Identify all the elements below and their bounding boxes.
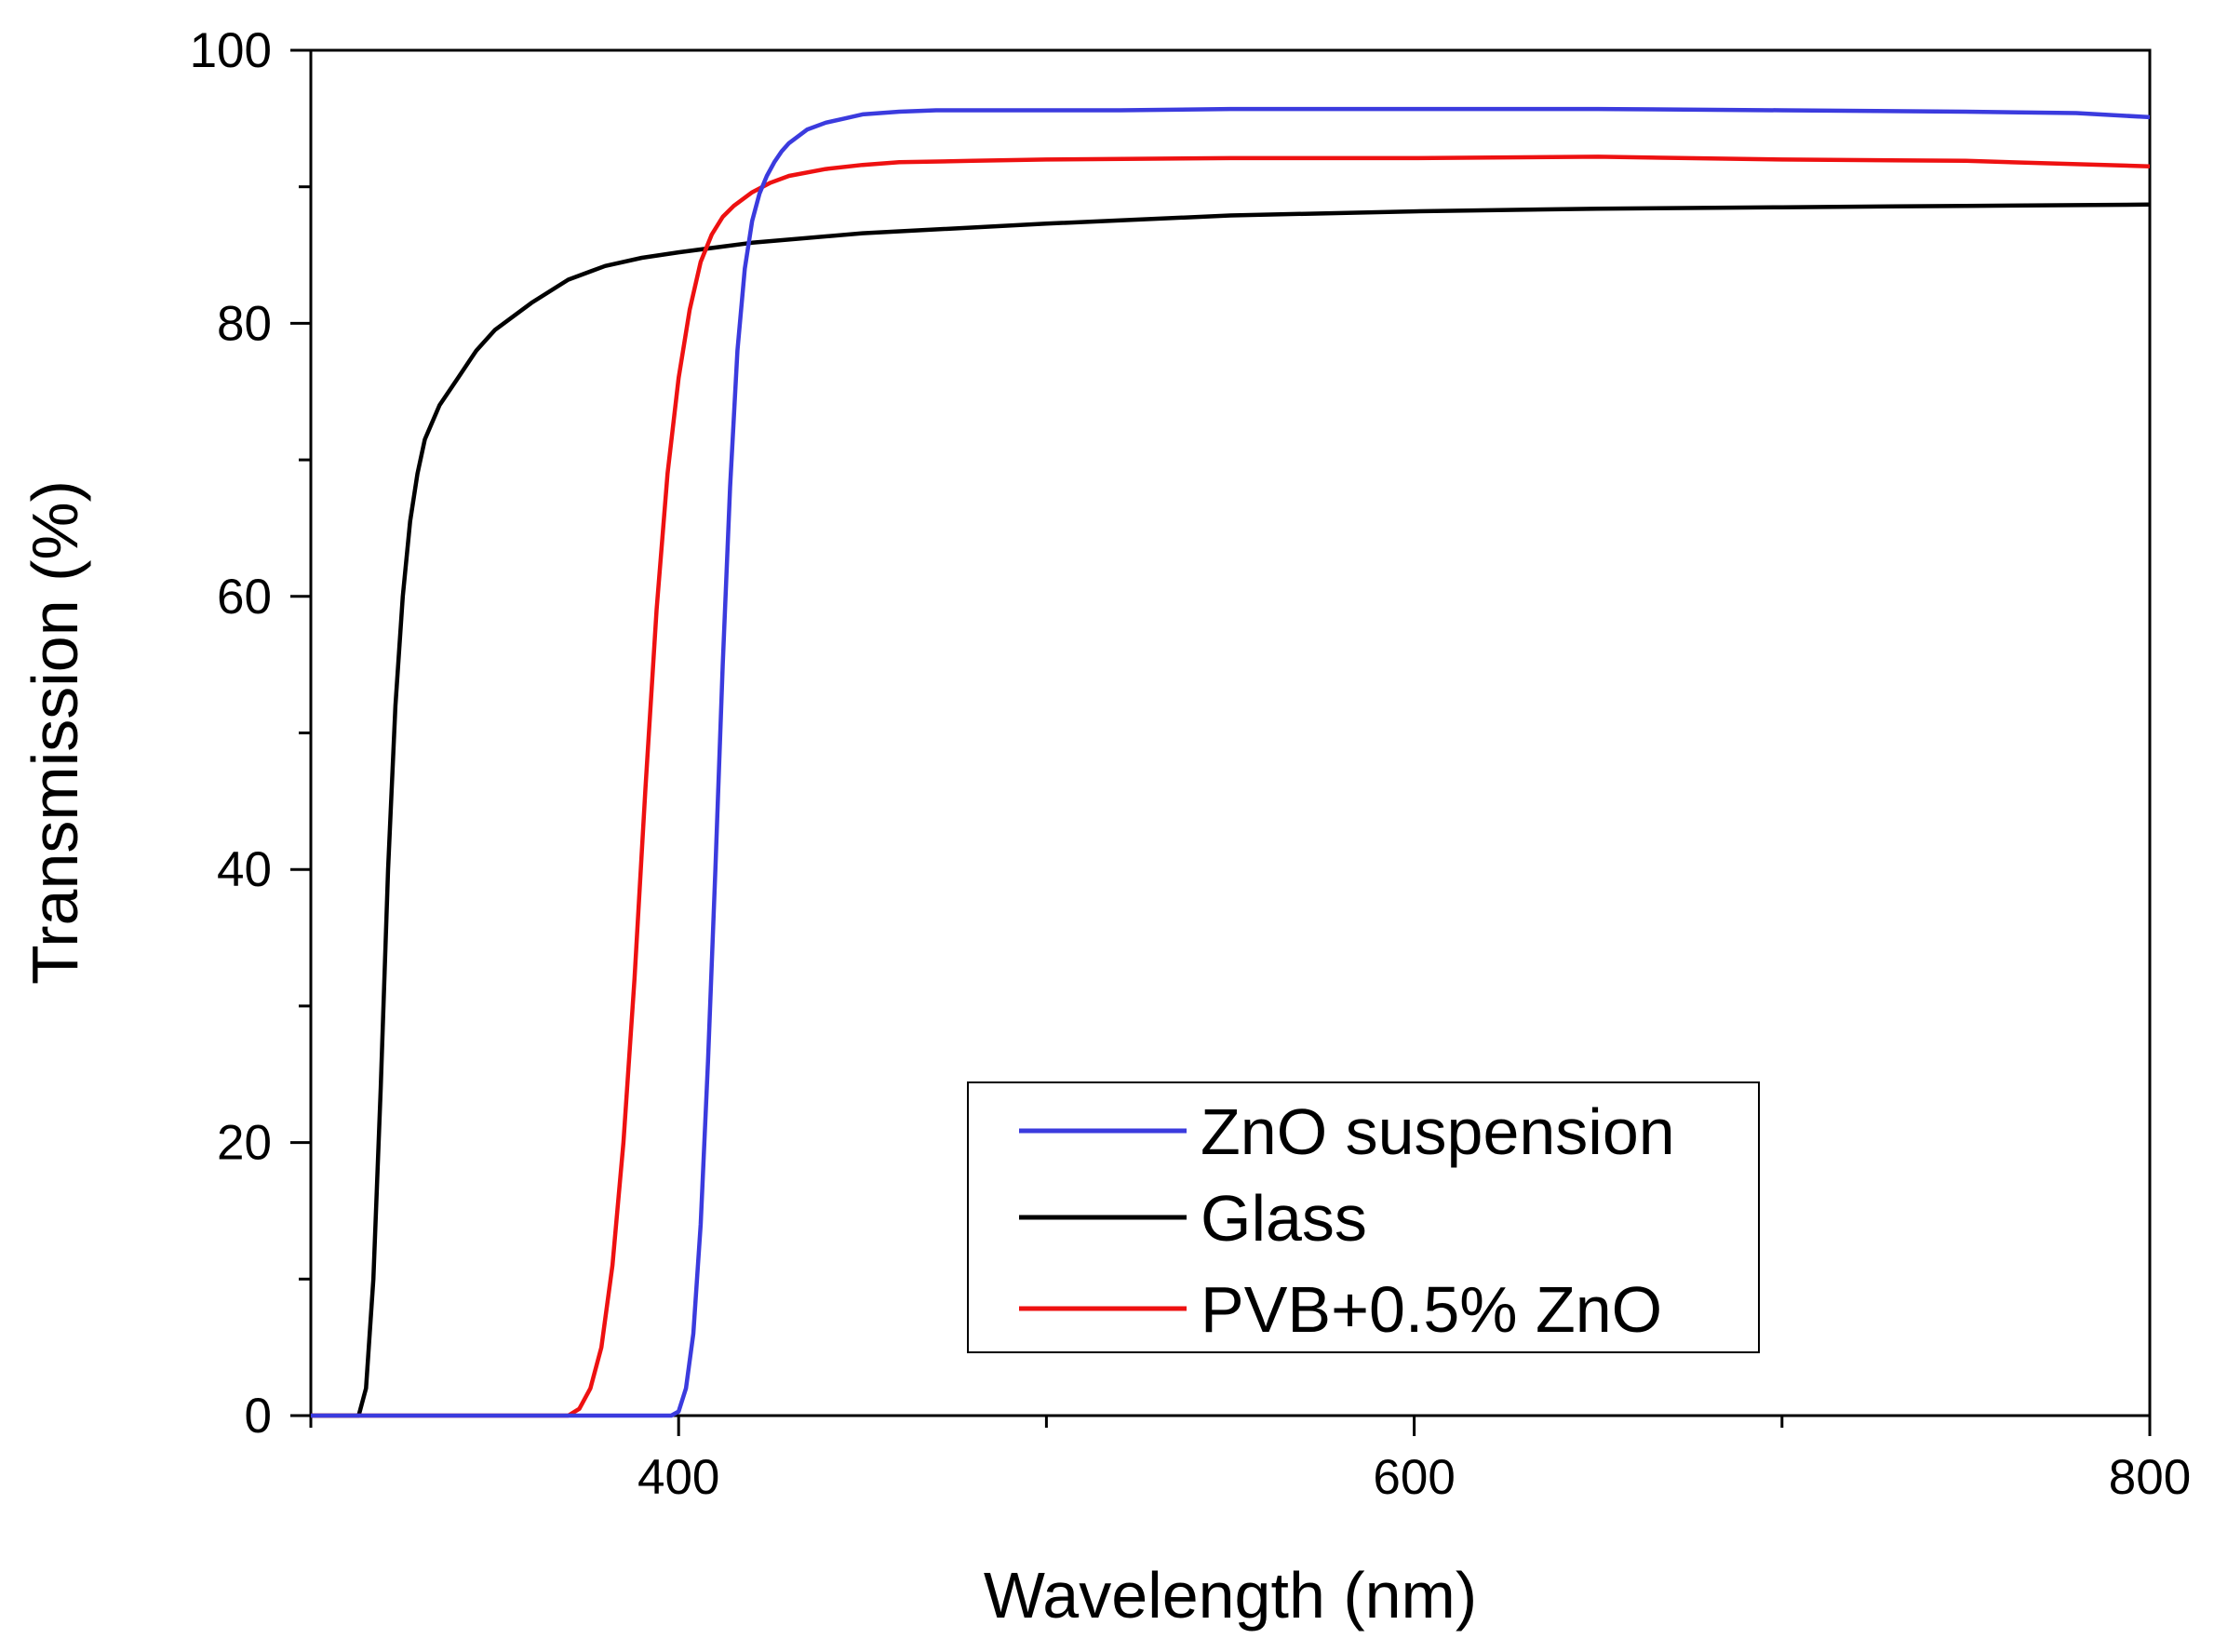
axis-ticks xyxy=(290,48,2152,1436)
y-tick-label: 100 xyxy=(190,23,272,78)
x-axis-title: Wavelength (nm) xyxy=(984,1559,1477,1632)
series-lines xyxy=(311,106,2151,1418)
legend-label-zno-suspension: ZnO suspension xyxy=(1201,1095,1675,1168)
zno-suspension-line xyxy=(311,106,2151,1418)
y-tick-label: 40 xyxy=(217,842,272,897)
y-tick-label: 0 xyxy=(245,1389,272,1444)
y-tick-label: 80 xyxy=(217,296,272,351)
legend: ZnO suspension Glass PVB+0.5% ZnO xyxy=(967,1081,1760,1353)
legend-label-pvb-zno: PVB+0.5% ZnO xyxy=(1201,1273,1662,1346)
y-tick-label: 20 xyxy=(217,1116,272,1171)
tick-labels: 400 600 800 0 20 40 60 80 100 xyxy=(190,23,2192,1505)
y-axis-title: Transmission (%) xyxy=(19,480,91,985)
pvb-zno-line xyxy=(311,154,2151,1418)
legend-label-glass: Glass xyxy=(1201,1182,1367,1255)
y-tick-label: 60 xyxy=(217,570,272,625)
x-tick-label: 800 xyxy=(2109,1450,2191,1505)
glass-line xyxy=(311,202,2151,1418)
x-tick-label: 400 xyxy=(637,1450,719,1505)
x-tick-label: 600 xyxy=(1373,1450,1455,1505)
